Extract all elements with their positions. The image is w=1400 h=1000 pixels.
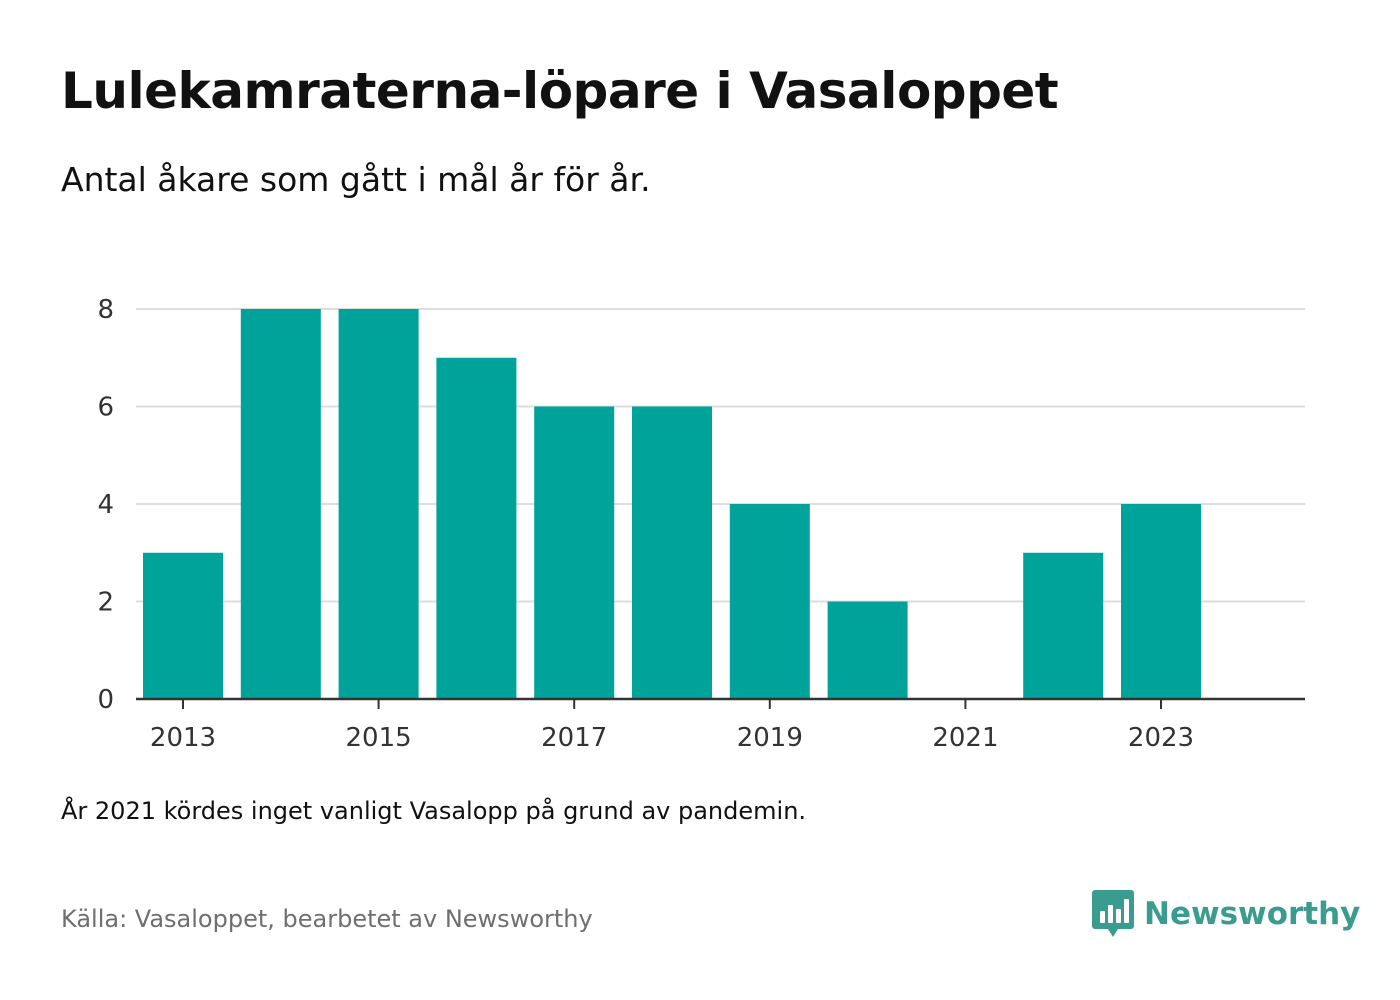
source-credit: Källa: Vasaloppet, bearbetet av Newswort… bbox=[61, 905, 593, 933]
x-tick-label: 2015 bbox=[346, 723, 412, 753]
bar-2013 bbox=[143, 552, 223, 699]
y-tick-label: 6 bbox=[97, 393, 114, 423]
bars bbox=[143, 309, 1201, 699]
bar-2022 bbox=[1023, 552, 1104, 699]
newsworthy-logo-icon bbox=[1092, 890, 1134, 937]
bar-2020 bbox=[827, 601, 908, 699]
chart-title: Lulekamraterna-löpare i Vasaloppet bbox=[61, 62, 1059, 120]
y-tick-label: 4 bbox=[97, 490, 114, 520]
chart-subtitle: Antal åkare som gått i mål år för år. bbox=[61, 160, 651, 199]
brand-name: Newsworthy bbox=[1144, 896, 1361, 932]
bar-2014 bbox=[240, 309, 321, 699]
y-tick-label: 8 bbox=[97, 295, 114, 325]
bar-2018 bbox=[632, 406, 712, 699]
bar-2016 bbox=[436, 357, 517, 699]
tick-labels: 0 2 4 6 8 2013 2015 2017 2019 2021 2023 bbox=[97, 295, 1194, 753]
y-tick-label: 2 bbox=[97, 588, 114, 618]
bar-2015 bbox=[338, 309, 419, 699]
x-axis bbox=[136, 697, 1305, 709]
x-tick-label: 2019 bbox=[737, 723, 803, 753]
chart-footnote: År 2021 kördes inget vanligt Vasalopp på… bbox=[61, 797, 807, 825]
bar-2019 bbox=[729, 504, 810, 699]
x-tick-label: 2017 bbox=[541, 723, 607, 753]
bar-2023 bbox=[1121, 504, 1201, 699]
x-tick-label: 2013 bbox=[150, 723, 216, 753]
gridlines bbox=[136, 308, 1305, 603]
x-tick-label: 2021 bbox=[932, 723, 998, 753]
bar-2017 bbox=[534, 406, 615, 699]
y-tick-label: 0 bbox=[97, 685, 114, 715]
brand-logo[interactable]: Newsworthy bbox=[1092, 890, 1360, 938]
x-tick-label: 2023 bbox=[1128, 723, 1194, 753]
